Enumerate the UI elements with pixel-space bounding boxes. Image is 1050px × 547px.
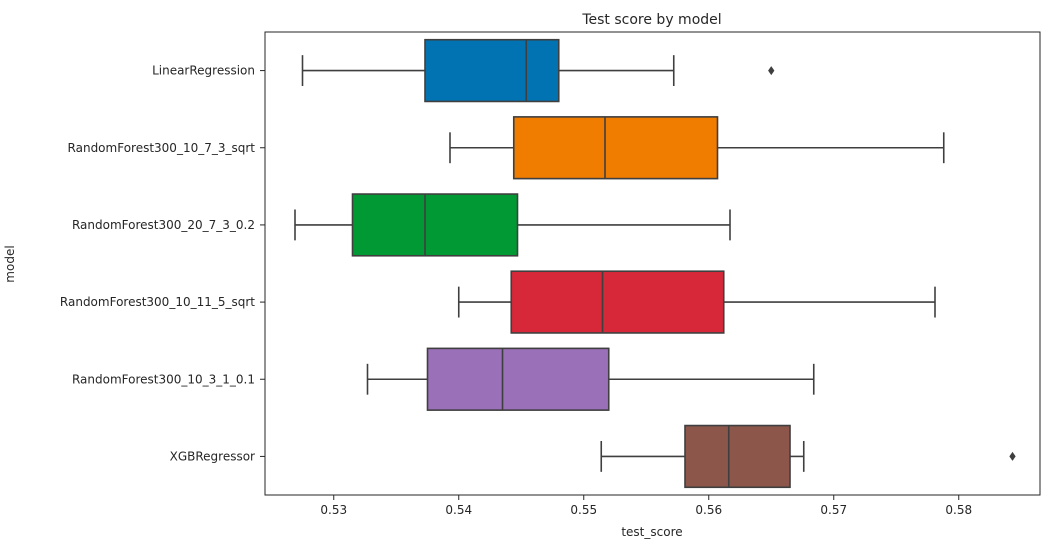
plot-frame xyxy=(264,31,1041,496)
box-group xyxy=(449,116,945,180)
y-tick-label: LinearRegression xyxy=(152,64,255,78)
box-group xyxy=(294,193,731,257)
x-tick-label: 0.53 xyxy=(320,503,347,517)
box-group xyxy=(600,424,1016,489)
x-tick-label: 0.54 xyxy=(445,503,472,517)
y-axis-label: model xyxy=(3,245,17,282)
box xyxy=(424,38,560,103)
outlier-point xyxy=(768,66,775,76)
box xyxy=(426,347,610,411)
box-group xyxy=(301,38,775,103)
y-tick-label: RandomForest300_20_7_3_0.2 xyxy=(72,218,255,232)
x-tick-label: 0.55 xyxy=(570,503,597,517)
plot-area: LinearRegression RandomForest300_10_7_3_s… xyxy=(60,31,1041,517)
x-axis-label: test_score xyxy=(621,525,682,539)
box-group xyxy=(457,270,936,334)
box xyxy=(512,116,719,180)
box-group xyxy=(366,347,815,411)
y-tick-label: RandomForest300_10_3_1_0.1 xyxy=(72,372,255,386)
box xyxy=(684,424,791,489)
x-tick-label: 0.58 xyxy=(945,503,972,517)
x-tick-label: 0.56 xyxy=(695,503,722,517)
box xyxy=(510,270,725,334)
chart-title: Test score by model xyxy=(581,12,721,28)
outlier-point xyxy=(1009,451,1016,461)
y-tick-label: RandomForest300_10_11_5_sqrt xyxy=(60,295,255,309)
y-tick-label: XGBRegressor xyxy=(170,449,255,463)
y-tick-label: RandomForest300_10_7_3_sqrt xyxy=(68,141,256,155)
x-tick-label: 0.57 xyxy=(820,503,847,517)
box xyxy=(351,193,519,257)
